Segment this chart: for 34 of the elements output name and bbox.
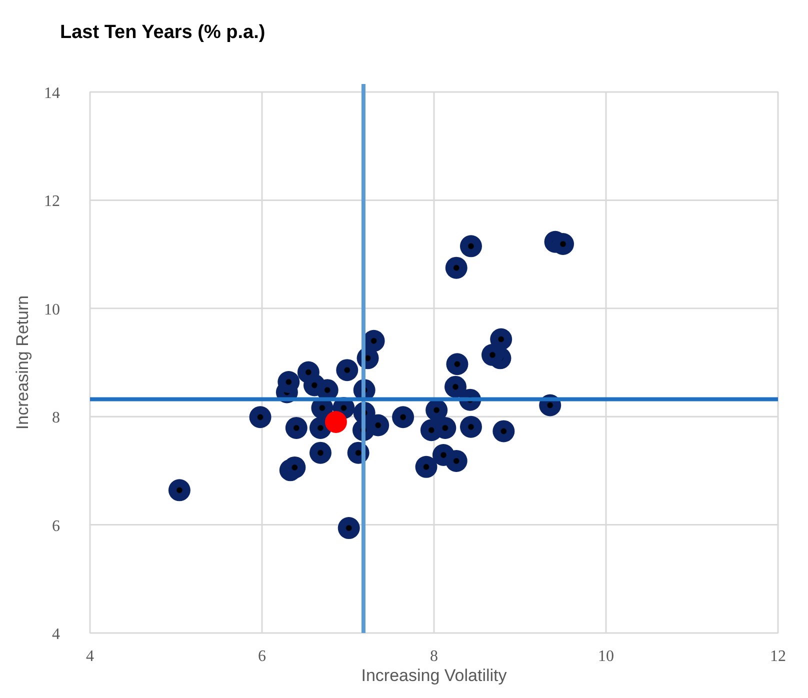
point: [168, 479, 190, 502]
point: [444, 376, 466, 398]
y-tick-label: 14: [44, 85, 60, 102]
point: [415, 456, 438, 478]
point: [309, 442, 332, 464]
point: [285, 416, 308, 439]
y-tick-label: 10: [44, 301, 60, 318]
point: [445, 450, 468, 472]
y-tick-label: 4: [52, 626, 60, 643]
x-axis-title: Increasing Volatility: [361, 666, 508, 685]
x-tick-label: 8: [430, 648, 438, 665]
point: [446, 353, 468, 376]
x-tick-label: 6: [258, 648, 266, 665]
point: [552, 233, 574, 256]
point: [324, 411, 347, 434]
point: [336, 359, 358, 382]
x-tick-label: 10: [598, 648, 614, 665]
x-tick-label: 12: [770, 648, 786, 665]
point: [481, 344, 504, 366]
point: [392, 406, 414, 428]
x-tick-label: 4: [86, 648, 94, 665]
y-tick-label: 12: [44, 193, 60, 210]
point: [278, 370, 300, 393]
point: [434, 416, 456, 439]
y-tick-label: 8: [52, 410, 60, 427]
y-axis-title: Increasing Return: [13, 295, 32, 430]
y-tick-label: 6: [52, 518, 60, 535]
point: [249, 406, 272, 428]
point: [460, 235, 482, 258]
point: [460, 416, 482, 438]
point: [492, 420, 515, 442]
point: [338, 517, 360, 540]
point: [445, 256, 468, 279]
chart-title: Last Ten Years (% p.a.): [60, 22, 266, 43]
